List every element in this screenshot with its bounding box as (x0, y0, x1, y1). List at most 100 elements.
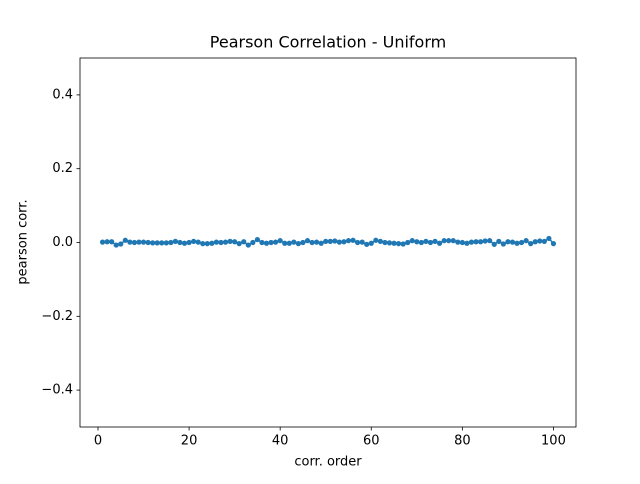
data-point (336, 239, 342, 245)
data-point (177, 239, 183, 246)
data-point (487, 238, 493, 244)
x-tick-label: 100 (541, 434, 566, 449)
data-point (236, 241, 242, 247)
x-tick-label: 0 (94, 434, 102, 449)
data-point (195, 239, 201, 245)
data-point (140, 239, 147, 245)
data-point (418, 239, 424, 246)
data-point (314, 239, 320, 245)
x-tick-label: 20 (181, 434, 198, 449)
data-point (145, 239, 151, 246)
data-point (250, 239, 256, 246)
x-tick-label: 80 (454, 434, 471, 449)
plot-frame (79, 57, 577, 428)
y-tick-label: 0.0 (52, 235, 73, 250)
data-point (150, 240, 156, 246)
data-point (286, 240, 292, 246)
data-point (409, 238, 415, 244)
data-point (477, 239, 484, 245)
data-point (436, 240, 443, 246)
data-point (505, 239, 511, 245)
data-point (204, 241, 210, 247)
data-point (277, 238, 283, 244)
data-point (355, 239, 361, 246)
data-point (350, 237, 356, 243)
y-axis-label: pearson corr. (16, 199, 31, 284)
data-point (455, 239, 461, 245)
data-point (191, 238, 197, 244)
data-point (104, 239, 110, 245)
data-point (309, 239, 315, 246)
data-point (364, 241, 370, 247)
data-point (131, 239, 138, 246)
data-point (122, 237, 128, 243)
data-point (304, 238, 311, 244)
data-point (99, 239, 106, 245)
data-point (459, 239, 465, 246)
y-tick-label: 0.4 (52, 87, 73, 102)
data-point (181, 240, 188, 246)
data-point (541, 238, 547, 244)
data-point (300, 239, 306, 246)
data-point (377, 238, 383, 244)
data-point (514, 240, 520, 246)
data-point (473, 239, 479, 245)
data-point (186, 239, 192, 246)
data-point (332, 238, 338, 244)
data-point (168, 239, 174, 246)
data-point (241, 239, 247, 245)
data-point (400, 241, 406, 247)
data-point (432, 238, 438, 244)
data-point (218, 239, 224, 246)
data-point (273, 239, 279, 245)
data-point (232, 239, 238, 245)
data-point (263, 240, 270, 246)
data-point (136, 239, 142, 245)
data-point (113, 242, 119, 248)
x-axis-label: corr. order (294, 455, 362, 470)
data-point (163, 240, 169, 246)
chart-title: Pearson Correlation - Uniform (210, 33, 446, 52)
y-tick-label: −0.4 (41, 383, 73, 398)
data-point (154, 240, 160, 246)
data-point (450, 238, 456, 244)
data-point (414, 239, 420, 245)
data-point (282, 240, 288, 246)
data-point (341, 239, 347, 245)
data-point (532, 239, 538, 245)
data-point (368, 240, 374, 246)
data-point (518, 239, 525, 246)
data-point (427, 239, 434, 246)
data-point (118, 241, 124, 247)
x-tick-label: 40 (272, 434, 289, 449)
y-tick-label: −0.2 (41, 309, 73, 324)
data-point (546, 235, 552, 242)
data-point (441, 238, 447, 244)
data-point (523, 238, 529, 244)
data-point (209, 240, 215, 246)
data-point (345, 238, 352, 244)
data-point (405, 239, 411, 246)
data-point (382, 239, 388, 246)
data-point (227, 238, 233, 244)
data-point (500, 241, 506, 247)
data-point (482, 238, 488, 244)
data-point (327, 238, 333, 244)
data-point (423, 238, 429, 244)
data-point (464, 240, 470, 246)
data-point (200, 241, 206, 247)
data-point (254, 236, 261, 243)
data-point (318, 240, 324, 246)
data-point (386, 240, 393, 246)
data-point (528, 241, 534, 247)
data-point (268, 239, 274, 246)
data-point (395, 241, 402, 247)
data-point (359, 239, 365, 245)
data-point (213, 239, 220, 245)
data-point (496, 238, 502, 244)
data-point (491, 241, 497, 247)
data-point (159, 240, 165, 246)
data-point (245, 242, 251, 248)
x-tick-label: 60 (363, 434, 380, 449)
